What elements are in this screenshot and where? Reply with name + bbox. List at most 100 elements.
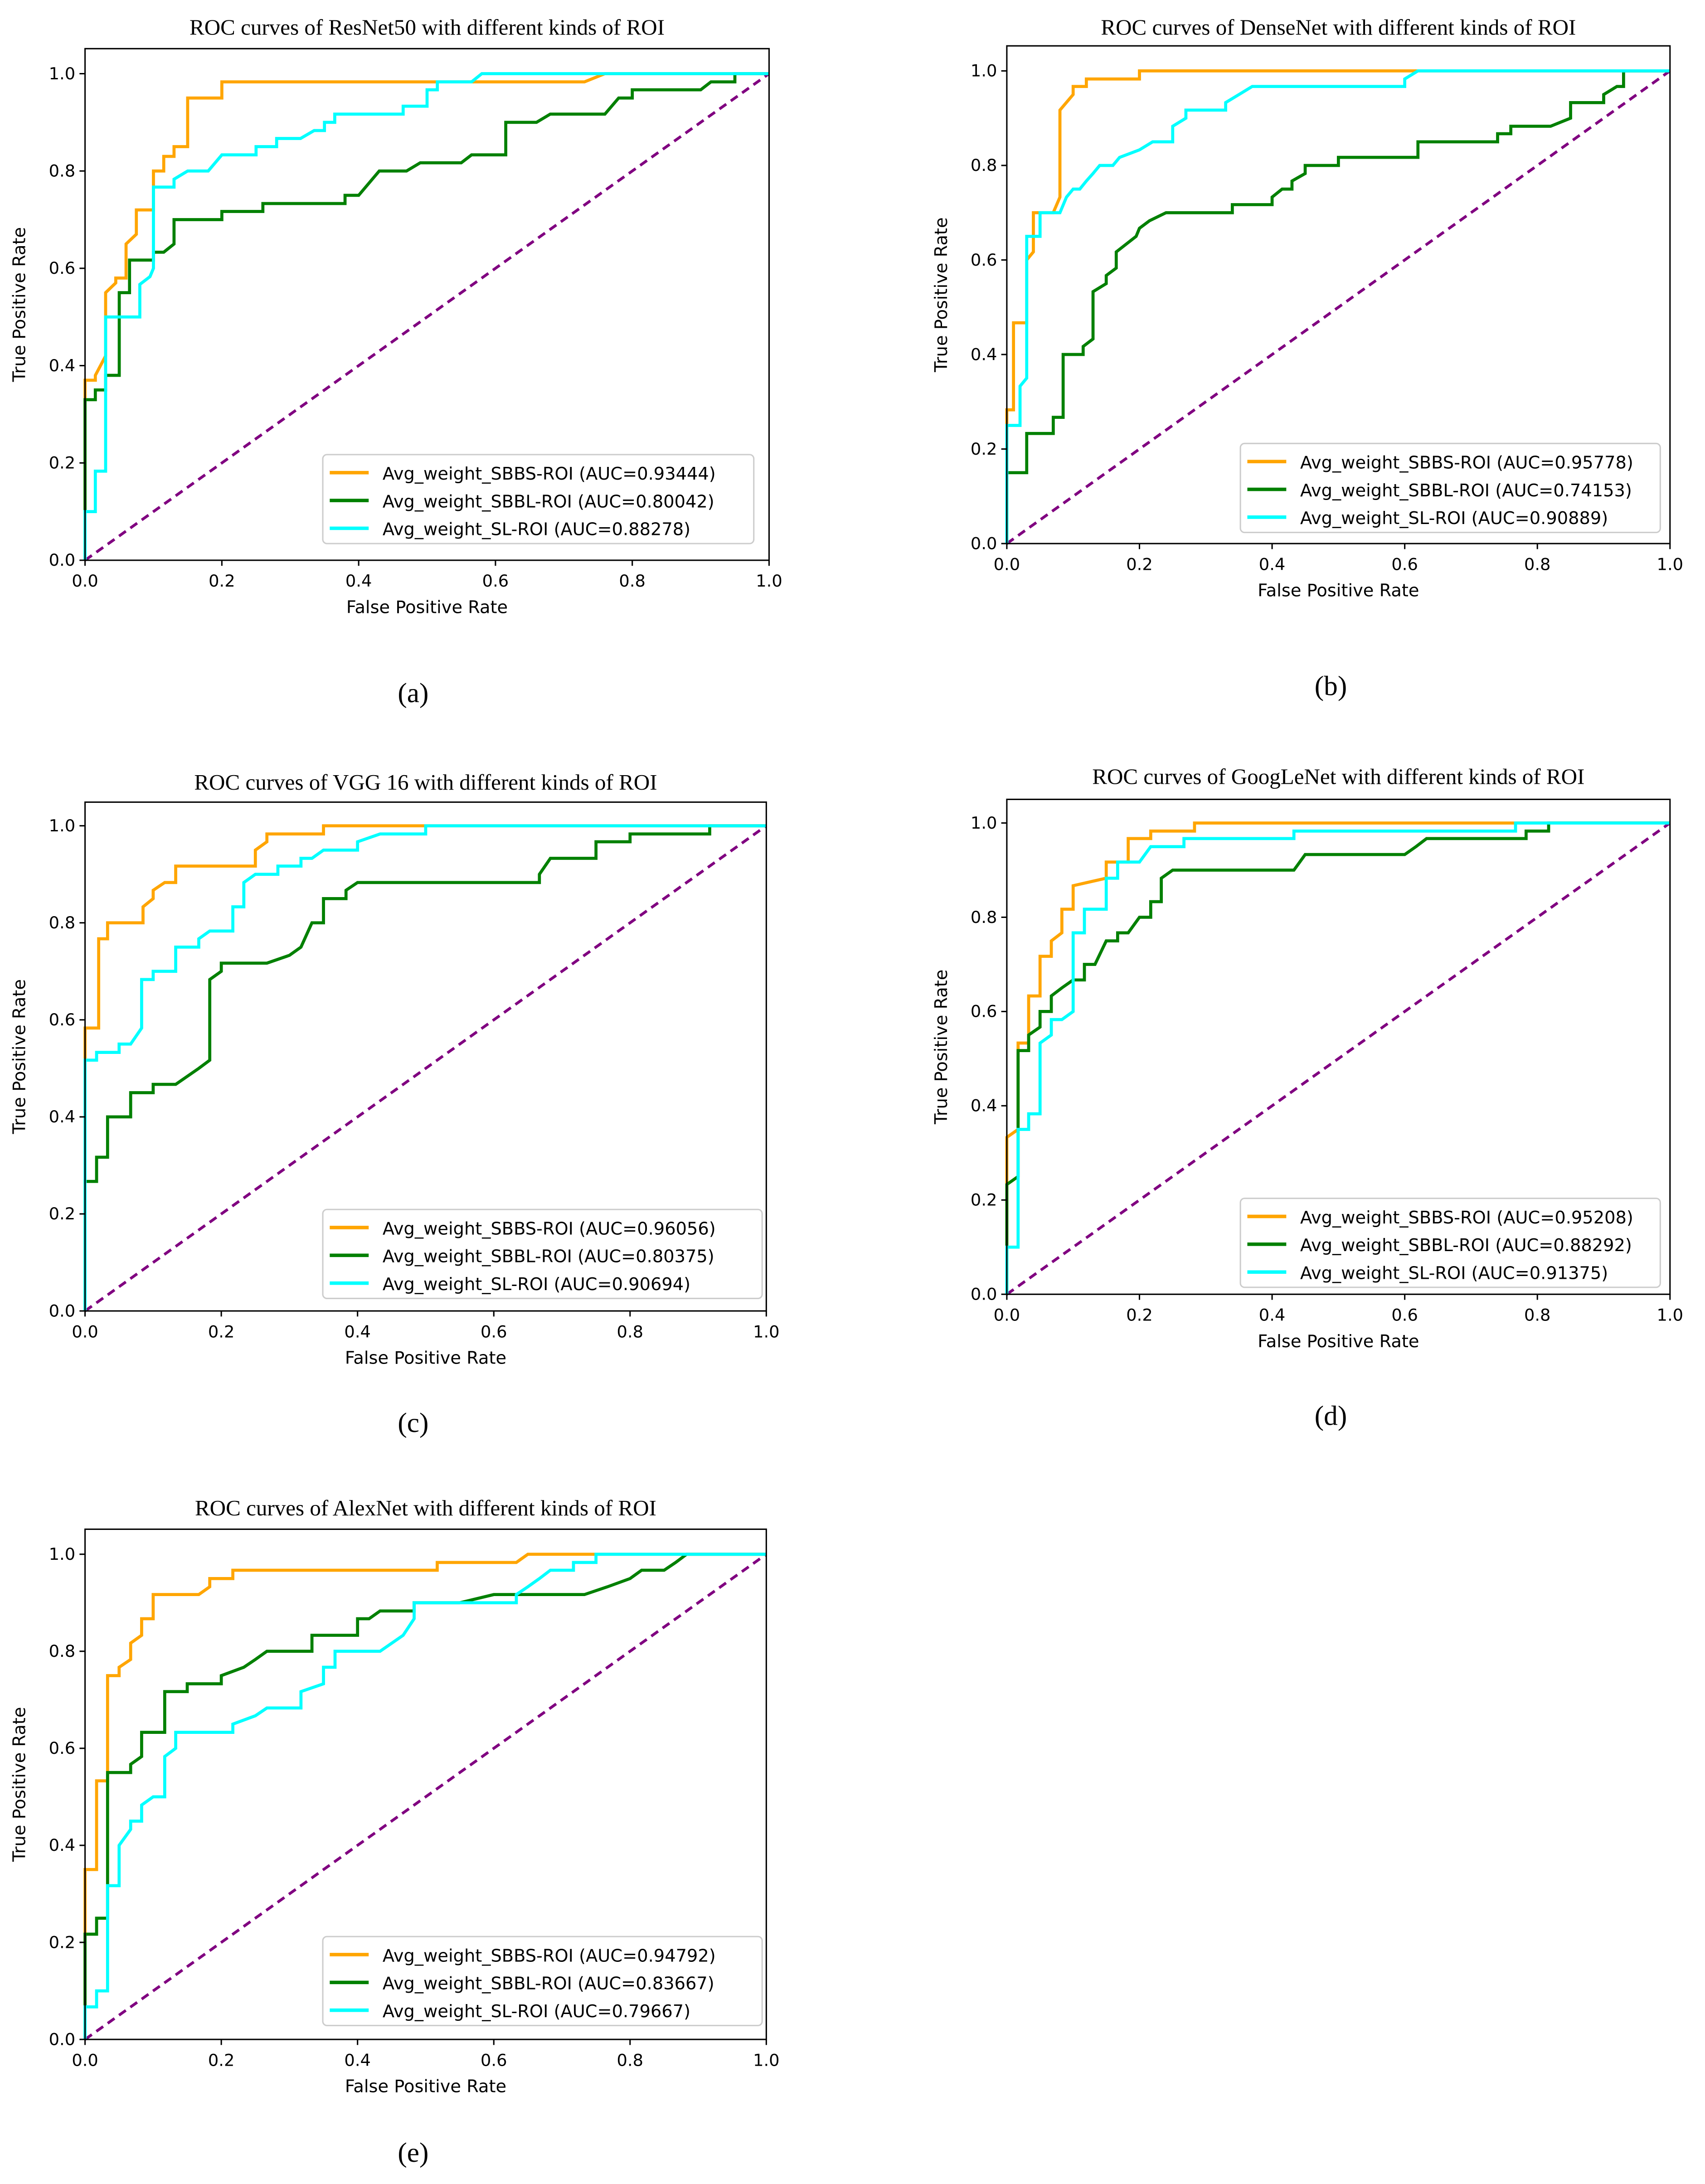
axes-frame — [84, 48, 770, 561]
legend-entry: Avg_weight_SL-ROI (AUC=0.88278) — [383, 519, 690, 540]
plot-area — [83, 824, 767, 1312]
legend-box — [322, 1936, 763, 2026]
roc-curve-sl — [1005, 69, 1670, 544]
panel-caption: (c) — [398, 1407, 428, 1438]
x-tick-label: 0.4 — [344, 2050, 371, 2070]
x-tick-label: 0.6 — [1391, 554, 1418, 574]
y-tick-label: 0.4 — [971, 345, 997, 364]
plot-area — [1005, 821, 1671, 1296]
legend-entry: Avg_weight_SBBL-ROI (AUC=0.74153) — [1300, 480, 1632, 501]
legend: Avg_weight_SBBS-ROI (AUC=0.93444) Avg_wei… — [322, 454, 755, 544]
y-tick-label: 0.2 — [49, 453, 76, 473]
legend-entry: Avg_weight_SBBL-ROI (AUC=0.80042) — [383, 491, 714, 512]
y-tick-label: 0.0 — [971, 1284, 997, 1304]
chance-diagonal-line — [84, 825, 767, 1312]
chart-panel-a: ROC curves of ResNet50 with different ki… — [10, 15, 782, 709]
y-tick-label: 0.8 — [971, 908, 997, 927]
x-tick-label: 0.6 — [481, 1322, 507, 1341]
y-axis-label: True Positive Rate — [10, 979, 30, 1134]
y-tick-label: 0.4 — [49, 1835, 76, 1855]
panel-caption: (d) — [1315, 1401, 1347, 1432]
legend-entry: Avg_weight_SBBL-ROI (AUC=0.88292) — [1300, 1235, 1632, 1256]
legend: Avg_weight_SBBS-ROI (AUC=0.95778) Avg_wei… — [1239, 442, 1661, 534]
roc-curve-sbbl — [83, 72, 769, 560]
roc-curve-sbbs — [83, 824, 767, 1311]
chart-title: ROC curves of AlexNet with different kin… — [195, 1495, 656, 1520]
y-tick-label: 0.8 — [49, 913, 76, 932]
y-tick-label: 0.4 — [49, 1107, 76, 1126]
legend-entry: Avg_weight_SBBL-ROI (AUC=0.83667) — [383, 1974, 714, 1994]
legend-entry: Avg_weight_SBBS-ROI (AUC=0.96056) — [383, 1218, 716, 1239]
x-tick-label: 0.0 — [994, 554, 1020, 574]
x-tick-label: 0.6 — [482, 571, 509, 591]
legend-entry: Avg_weight_SL-ROI (AUC=0.90889) — [1300, 508, 1608, 529]
roc-curve-sl — [1005, 821, 1670, 1295]
legend: Avg_weight_SBBS-ROI (AUC=0.95208) Avg_wei… — [1239, 1198, 1661, 1288]
panel-caption: (e) — [398, 2137, 428, 2168]
x-tick-label: 0.4 — [344, 1322, 371, 1341]
roc-curve-sbbl — [83, 1553, 767, 2040]
roc-curve-sl — [83, 1553, 767, 2040]
legend-entry: Avg_weight_SBBS-ROI (AUC=0.94792) — [383, 1946, 716, 1966]
x-tick-label: 0.4 — [345, 571, 372, 591]
y-tick-label: 0.6 — [971, 250, 997, 270]
y-tick-label: 0.0 — [49, 1301, 76, 1320]
chance-diagonal-line — [1006, 822, 1671, 1296]
x-axis-label: False Positive Rate — [345, 2077, 506, 2097]
chart-panel-e: ROC curves of AlexNet with different kin… — [10, 1495, 780, 2168]
y-tick-label: 0.6 — [49, 1010, 76, 1029]
x-axis-label: False Positive Rate — [1258, 1331, 1419, 1352]
roc-curve-sbbs — [1005, 821, 1670, 1295]
x-tick-label: 0.2 — [209, 571, 235, 591]
chance-diagonal-line — [1006, 69, 1671, 545]
y-axis-label: True Positive Rate — [931, 217, 952, 372]
y-tick-label: 0.0 — [971, 534, 997, 553]
x-tick-label: 0.2 — [208, 2050, 235, 2070]
legend-box — [322, 1208, 763, 1299]
x-tick-label: 0.6 — [1391, 1305, 1418, 1325]
x-tick-label: 0.4 — [1259, 1305, 1286, 1325]
y-tick-label: 1.0 — [49, 64, 76, 83]
y-tick-label: 0.4 — [971, 1096, 997, 1116]
legend-entry: Avg_weight_SBBS-ROI (AUC=0.95778) — [1300, 453, 1633, 473]
y-tick-label: 0.2 — [49, 1204, 76, 1223]
x-tick-label: 0.4 — [1259, 554, 1286, 574]
axes-frame — [1006, 798, 1671, 1295]
y-tick-label: 0.2 — [971, 439, 997, 459]
chance-diagonal-line — [84, 73, 770, 562]
y-tick-label: 0.2 — [971, 1190, 997, 1210]
y-tick-label: 0.6 — [49, 258, 76, 278]
y-tick-label: 0.0 — [49, 550, 76, 570]
y-tick-label: 1.0 — [49, 816, 76, 835]
chart-panel-b: ROC curves of DenseNet with different ki… — [931, 15, 1683, 702]
plot-area — [83, 1553, 767, 2041]
x-tick-label: 0.0 — [72, 1322, 98, 1341]
y-tick-label: 1.0 — [971, 813, 997, 833]
roc-curve-sbbs — [83, 1553, 767, 2040]
x-tick-label: 0.6 — [481, 2050, 507, 2070]
chart-panel-d: ROC curves of GoogLeNet with different k… — [931, 764, 1683, 1432]
x-axis-label: False Positive Rate — [1258, 581, 1419, 601]
x-tick-label: 0.0 — [994, 1305, 1020, 1325]
chart-title: ROC curves of DenseNet with different ki… — [1101, 15, 1576, 40]
axes-frame — [84, 801, 767, 1312]
y-tick-label: 0.8 — [49, 161, 76, 180]
panel-caption: (b) — [1315, 670, 1347, 701]
legend-box — [322, 454, 755, 544]
legend-box — [1239, 1198, 1661, 1288]
legend: Avg_weight_SBBS-ROI (AUC=0.94792) Avg_wei… — [322, 1936, 763, 2026]
roc-curve-sl — [83, 824, 767, 1311]
y-axis-label: True Positive Rate — [10, 1707, 30, 1862]
y-tick-label: 0.6 — [49, 1738, 76, 1758]
y-tick-label: 1.0 — [49, 1544, 76, 1564]
roc-curve-sbbl — [1005, 69, 1670, 544]
y-tick-label: 1.0 — [971, 61, 997, 81]
x-tick-label: 0.8 — [1524, 1305, 1551, 1325]
y-tick-label: 0.8 — [971, 155, 997, 175]
x-tick-label: 0.0 — [72, 2050, 98, 2070]
x-tick-label: 0.8 — [1524, 554, 1551, 574]
plot-area — [83, 72, 770, 562]
legend-entry: Avg_weight_SL-ROI (AUC=0.91375) — [1300, 1263, 1608, 1283]
y-axis-label: True Positive Rate — [10, 227, 30, 382]
